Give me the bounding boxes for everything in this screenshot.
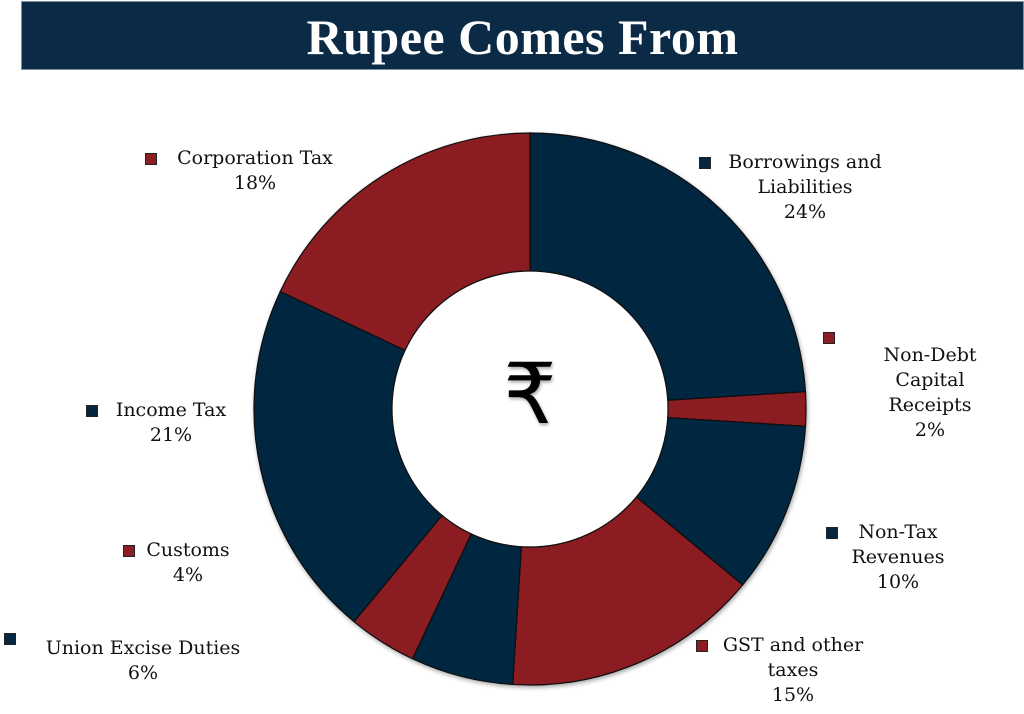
legend-swatch-non-tax: [826, 527, 838, 539]
label-gst: GST and other taxes 15%: [708, 633, 878, 708]
legend-swatch-gst: [696, 640, 708, 652]
chart-title: Rupee Comes From: [306, 8, 739, 65]
label-non-tax: Non-Tax Revenues 10%: [838, 520, 958, 595]
label-pct: 18%: [233, 172, 277, 194]
label-pct: 10%: [876, 571, 920, 593]
label-name-line1: Borrowings and: [728, 151, 882, 173]
label-name-line2: Revenues: [851, 546, 945, 568]
label-name-line2: Liabilities: [757, 176, 853, 198]
label-name-line2: taxes: [767, 659, 819, 681]
label-customs: Customs 4%: [133, 538, 243, 588]
label-name: Union Excise Duties: [45, 637, 241, 659]
label-corporation-tax: Corporation Tax 18%: [160, 146, 350, 196]
label-union-excise: Union Excise Duties 6%: [30, 636, 256, 686]
rupee-icon: ₹: [503, 345, 557, 443]
legend-swatch-borrowings: [699, 157, 711, 169]
legend-swatch-customs: [123, 545, 135, 557]
label-pct: 2%: [914, 419, 946, 441]
legend-swatch-income-tax: [86, 405, 98, 417]
label-name-line1: Non-Debt: [883, 344, 977, 366]
label-pct: 15%: [771, 684, 815, 706]
donut-hole: [391, 270, 669, 548]
label-income-tax: Income Tax 21%: [96, 398, 246, 448]
legend-swatch-non-debt: [823, 332, 835, 344]
label-pct: 4%: [172, 564, 204, 586]
title-bar: Rupee Comes From: [21, 1, 1024, 70]
label-pct: 21%: [149, 424, 193, 446]
label-non-debt: Non-Debt Capital Receipts 2%: [860, 343, 1000, 443]
label-borrowings: Borrowings and Liabilities 24%: [712, 150, 898, 225]
label-name: Corporation Tax: [177, 147, 333, 169]
label-name-line1: GST and other: [722, 634, 864, 656]
legend-swatch-union-excise: [4, 633, 16, 645]
label-name: Customs: [146, 539, 230, 561]
label-name-line2: Capital: [895, 369, 965, 391]
legend-swatch-corporation-tax: [145, 153, 157, 165]
label-pct: 24%: [783, 201, 827, 223]
label-name-line1: Non-Tax: [858, 521, 938, 543]
label-pct: 6%: [127, 662, 159, 684]
label-name: Income Tax: [115, 399, 227, 421]
label-name-line3: Receipts: [888, 394, 972, 416]
